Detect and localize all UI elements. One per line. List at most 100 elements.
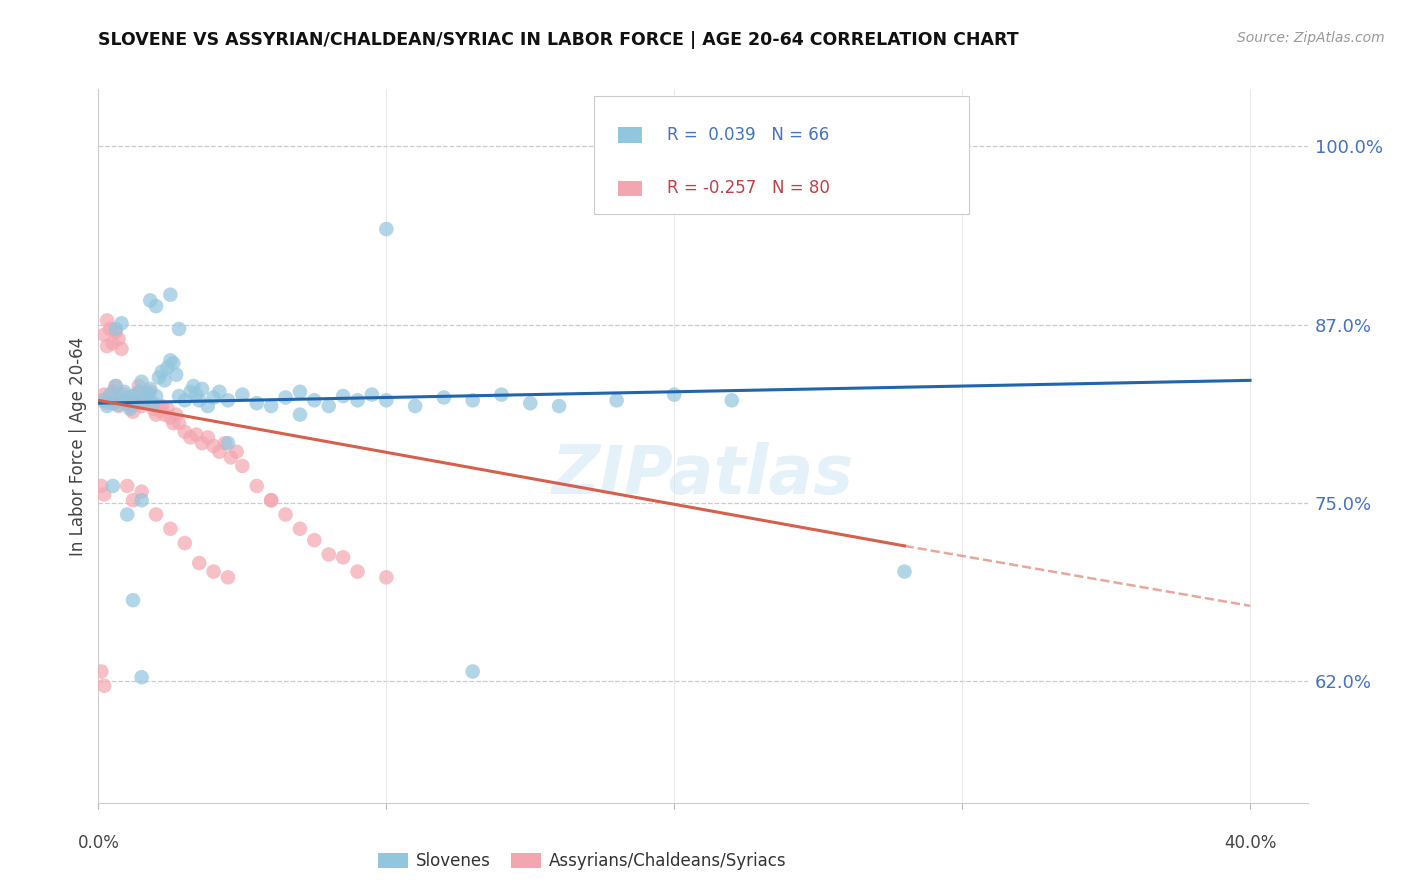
Point (139, 384, 162, 399)
Point (122, 593, 145, 607)
Point (202, 565, 225, 579)
Point (173, 536, 195, 550)
Point (180, 384, 202, 399)
Point (159, 287, 181, 301)
Point (246, 479, 269, 493)
Point (104, 325, 127, 339)
Point (346, 565, 368, 579)
Point (217, 393, 239, 408)
Point (375, 393, 398, 408)
Point (112, 384, 135, 399)
Point (288, 384, 311, 399)
Text: 0.0%: 0.0% (77, 834, 120, 852)
Point (186, 427, 208, 442)
Point (188, 393, 211, 408)
Point (214, 436, 236, 450)
Point (304, 393, 326, 408)
Point (202, 391, 225, 405)
Point (519, 396, 541, 410)
Point (101, 336, 124, 351)
Point (110, 393, 132, 408)
Point (165, 368, 187, 382)
Point (122, 493, 145, 508)
Point (375, 222, 398, 236)
Point (128, 384, 150, 399)
Point (131, 375, 153, 389)
Point (208, 384, 231, 399)
Point (139, 293, 162, 308)
Point (893, 565, 915, 579)
Point (231, 458, 253, 473)
Point (104, 322, 127, 336)
Point (107, 332, 129, 346)
Point (260, 493, 283, 508)
Y-axis label: In Labor Force | Age 20-64: In Labor Force | Age 20-64 (69, 336, 87, 556)
Point (361, 387, 384, 401)
Point (107, 398, 129, 412)
Point (104, 379, 127, 393)
Point (461, 393, 484, 408)
Text: Source: ZipAtlas.com: Source: ZipAtlas.com (1237, 31, 1385, 45)
Point (93, 393, 115, 408)
Point (260, 493, 283, 508)
Point (162, 416, 184, 430)
Point (120, 401, 142, 416)
Point (167, 322, 190, 336)
Point (115, 479, 138, 493)
Point (165, 408, 187, 422)
Point (231, 387, 253, 401)
Point (145, 408, 167, 422)
Point (664, 387, 686, 401)
Point (96, 313, 118, 327)
Point (101, 384, 124, 399)
Point (148, 370, 170, 384)
Point (125, 387, 148, 401)
Point (606, 393, 628, 408)
Point (96, 339, 118, 353)
Point (260, 399, 283, 413)
Point (107, 399, 129, 413)
Point (131, 399, 153, 413)
Point (104, 379, 127, 393)
FancyBboxPatch shape (595, 96, 969, 214)
Point (142, 396, 165, 410)
Point (288, 408, 311, 422)
Point (720, 393, 742, 408)
Point (110, 342, 132, 356)
Point (491, 387, 513, 401)
Point (318, 399, 340, 413)
Point (90, 479, 112, 493)
Point (98, 322, 121, 336)
Text: 40.0%: 40.0% (1223, 834, 1277, 852)
Point (122, 389, 145, 403)
Point (150, 399, 173, 413)
Point (93, 679, 115, 693)
Point (90, 393, 112, 408)
Point (188, 556, 211, 570)
Point (173, 393, 195, 408)
Point (136, 386, 159, 401)
Point (96, 396, 118, 410)
Text: R =  0.039   N = 66: R = 0.039 N = 66 (666, 127, 830, 145)
Point (274, 391, 297, 405)
Point (404, 399, 426, 413)
FancyBboxPatch shape (619, 128, 643, 143)
Point (139, 382, 162, 396)
Point (208, 444, 231, 458)
Legend: Slovenes, Assyrians/Chaldeans/Syriacs: Slovenes, Assyrians/Chaldeans/Syriacs (371, 846, 793, 877)
Point (136, 387, 159, 401)
Point (139, 396, 162, 410)
Point (115, 396, 138, 410)
Point (217, 436, 239, 450)
Text: ZIPatlas: ZIPatlas (553, 442, 853, 508)
Point (183, 379, 205, 393)
Point (156, 401, 179, 416)
Point (101, 479, 124, 493)
Point (145, 389, 167, 403)
Point (375, 570, 398, 584)
Point (191, 436, 214, 450)
Point (288, 522, 311, 536)
Point (128, 379, 150, 393)
Point (90, 665, 112, 679)
Point (125, 396, 148, 410)
